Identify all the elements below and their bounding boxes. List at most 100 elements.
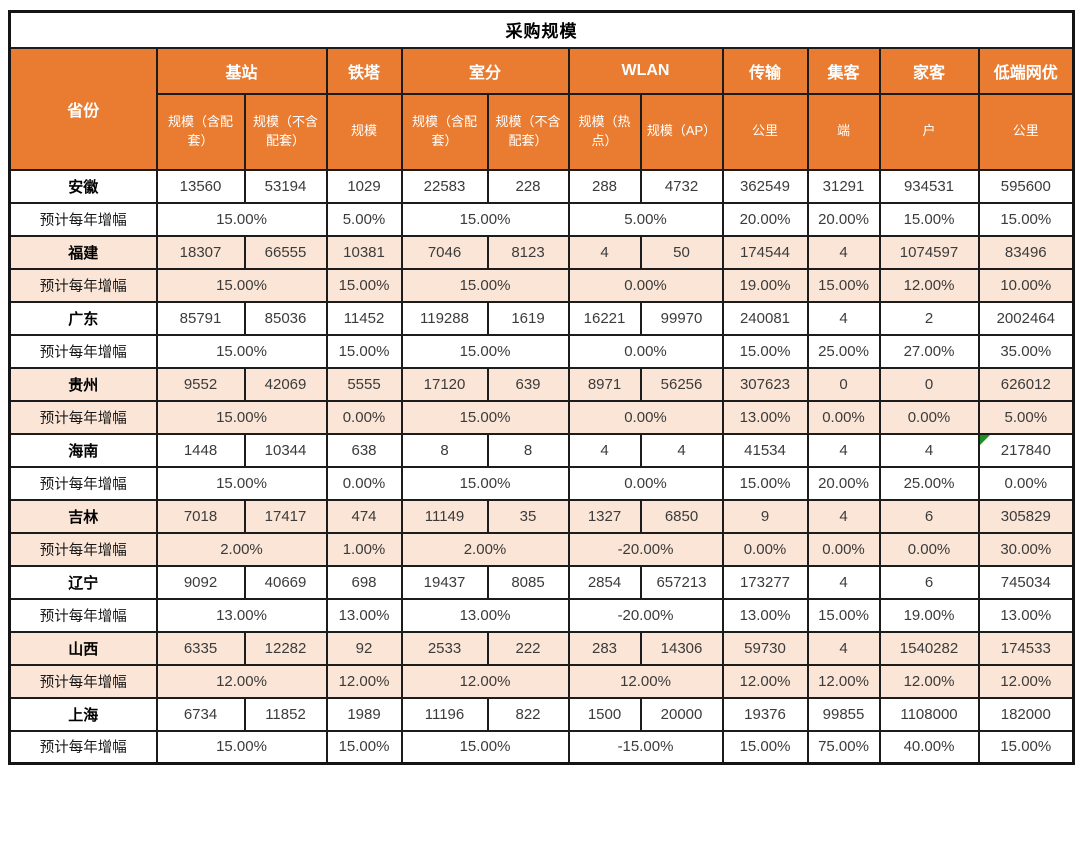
province-row: 广东 85791 85036 11452 119288 1619 16221 99970 240…	[8, 300, 1075, 336]
value-cell: 8971	[567, 366, 642, 402]
growth-row-label: 预计每年增幅	[8, 465, 158, 501]
value-cell: 6	[878, 564, 980, 600]
value-cell: 1540282	[878, 630, 980, 666]
growth-cell: -20.00%	[567, 597, 724, 633]
growth-cell: 0.00%	[567, 267, 724, 303]
growth-cell: 15.00%	[721, 333, 809, 369]
value-cell: 2	[878, 300, 980, 336]
growth-row-label: 预计每年增幅	[8, 201, 158, 237]
value-cell: 6	[878, 498, 980, 534]
growth-cell: 20.00%	[806, 465, 881, 501]
growth-row: 预计每年增幅 13.00% 13.00% 13.00% -20.00% 13.00% 15.…	[8, 597, 1075, 633]
growth-row: 预计每年增幅 2.00% 1.00% 2.00% -20.00% 0.00% 0.00% 0.…	[8, 531, 1075, 567]
value-cell: 174533	[977, 630, 1075, 666]
growth-cell: 25.00%	[806, 333, 881, 369]
province-name: 山西	[8, 630, 158, 666]
growth-cell: 12.00%	[806, 663, 881, 699]
value-cell: 20000	[639, 696, 724, 732]
header-group-tower: 铁塔	[325, 46, 403, 95]
subheader-scale-without-support-2: 规模（不含配套）	[486, 92, 570, 171]
value-cell: 1029	[325, 168, 403, 204]
growth-cell: 15.00%	[721, 465, 809, 501]
growth-row: 预计每年增幅 15.00% 15.00% 15.00% 0.00% 19.00% 15.00…	[8, 267, 1075, 303]
subheader-scale-hotspot: 规模（热点）	[567, 92, 642, 171]
growth-cell: 12.00%	[977, 663, 1075, 699]
growth-cell: 15.00%	[325, 267, 403, 303]
value-cell: 9092	[155, 564, 246, 600]
growth-cell: 15.00%	[400, 333, 570, 369]
growth-row-label: 预计每年增幅	[8, 267, 158, 303]
value-cell: 174544	[721, 234, 809, 270]
province-row: 上海 6734 11852 1989 11196 822 1500 20000 19376 998…	[8, 696, 1075, 732]
growth-cell: 13.00%	[977, 597, 1075, 633]
growth-cell: 25.00%	[878, 465, 980, 501]
value-cell: 18307	[155, 234, 246, 270]
growth-cell: 13.00%	[400, 597, 570, 633]
value-cell: 1448	[155, 432, 246, 468]
value-cell: 657213	[639, 564, 724, 600]
growth-cell: 15.00%	[155, 729, 328, 765]
province-name: 辽宁	[8, 564, 158, 600]
growth-cell: 15.00%	[400, 465, 570, 501]
growth-cell: 15.00%	[155, 399, 328, 435]
growth-cell: 0.00%	[806, 399, 881, 435]
value-cell: 16221	[567, 300, 642, 336]
value-cell: 31291	[806, 168, 881, 204]
value-cell: 1989	[325, 696, 403, 732]
value-cell: 4	[806, 432, 881, 468]
province-name: 上海	[8, 696, 158, 732]
growth-cell: 0.00%	[977, 465, 1075, 501]
growth-cell: 15.00%	[400, 729, 570, 765]
growth-cell: 15.00%	[806, 597, 881, 633]
province-row: 辽宁 9092 40669 698 19437 8085 2854 657213 173277 4…	[8, 564, 1075, 600]
value-cell: 307623	[721, 366, 809, 402]
growth-cell: 40.00%	[878, 729, 980, 765]
header-group-row: 省份 基站 铁塔 室分 WLAN 传输 集客 家客 低端网优	[8, 46, 1075, 171]
value-cell: 0	[878, 366, 980, 402]
value-cell: 7046	[400, 234, 489, 270]
value-cell: 474	[325, 498, 403, 534]
province-name: 安徽	[8, 168, 158, 204]
value-cell: 66555	[243, 234, 328, 270]
green-corner-marker-icon	[980, 435, 990, 445]
value-cell: 50	[639, 234, 724, 270]
header-group-indoor-dist: 室分	[400, 46, 570, 95]
growth-cell: 0.00%	[721, 531, 809, 567]
growth-cell: 15.00%	[325, 333, 403, 369]
header-sub-row: 规模（含配套） 规模（不含配套） 规模 规模（含配套） 规模（不含配套） 规模（…	[10, 92, 1075, 171]
value-cell: 4	[806, 564, 881, 600]
growth-cell: 15.00%	[155, 333, 328, 369]
growth-cell: 15.00%	[878, 201, 980, 237]
growth-row-label: 预计每年增幅	[8, 597, 158, 633]
growth-cell: 15.00%	[806, 267, 881, 303]
value-cell: 83496	[977, 234, 1075, 270]
growth-cell: 15.00%	[155, 267, 328, 303]
growth-cell: 0.00%	[878, 399, 980, 435]
growth-cell: 20.00%	[806, 201, 881, 237]
province-row: 山西 6335 12282 92 2533 222 283 14306 59730 4 154028…	[8, 630, 1075, 666]
header-group-base-station: 基站	[155, 46, 328, 95]
province-row: 海南 1448 10344 638 8 8 4 4 41534 4 4 217840	[8, 432, 1075, 468]
growth-row: 预计每年增幅 15.00% 0.00% 15.00% 0.00% 13.00% 0.00% 0…	[8, 399, 1075, 435]
subheader-household: 户	[878, 92, 980, 171]
growth-cell: 0.00%	[325, 465, 403, 501]
value-cell: 17120	[400, 366, 489, 402]
table-title: 采购规模	[8, 10, 1075, 49]
growth-row: 预计每年增幅 15.00% 15.00% 15.00% 0.00% 15.00% 25.00…	[8, 333, 1075, 369]
growth-cell: 0.00%	[567, 399, 724, 435]
value-cell: 12282	[243, 630, 328, 666]
growth-cell: 12.00%	[400, 663, 570, 699]
value-cell: 217840	[977, 432, 1075, 468]
value-cell: 19437	[400, 564, 489, 600]
value-cell: 1500	[567, 696, 642, 732]
growth-row-label: 预计每年增幅	[8, 663, 158, 699]
value-cell: 119288	[400, 300, 489, 336]
value-cell: 639	[486, 366, 570, 402]
header-group-transmission: 传输	[721, 46, 809, 95]
value-cell: 0	[806, 366, 881, 402]
value-cell: 4	[878, 432, 980, 468]
subheader-scale-without-support: 规模（不含配套）	[243, 92, 328, 171]
province-name: 广东	[8, 300, 158, 336]
table-header: 采购规模 省份 基站 铁塔 室分 WLAN 传输 集客 家客 低端网优 规模（含…	[8, 10, 1075, 171]
subheader-scale-with-support: 规模（含配套）	[155, 92, 246, 171]
